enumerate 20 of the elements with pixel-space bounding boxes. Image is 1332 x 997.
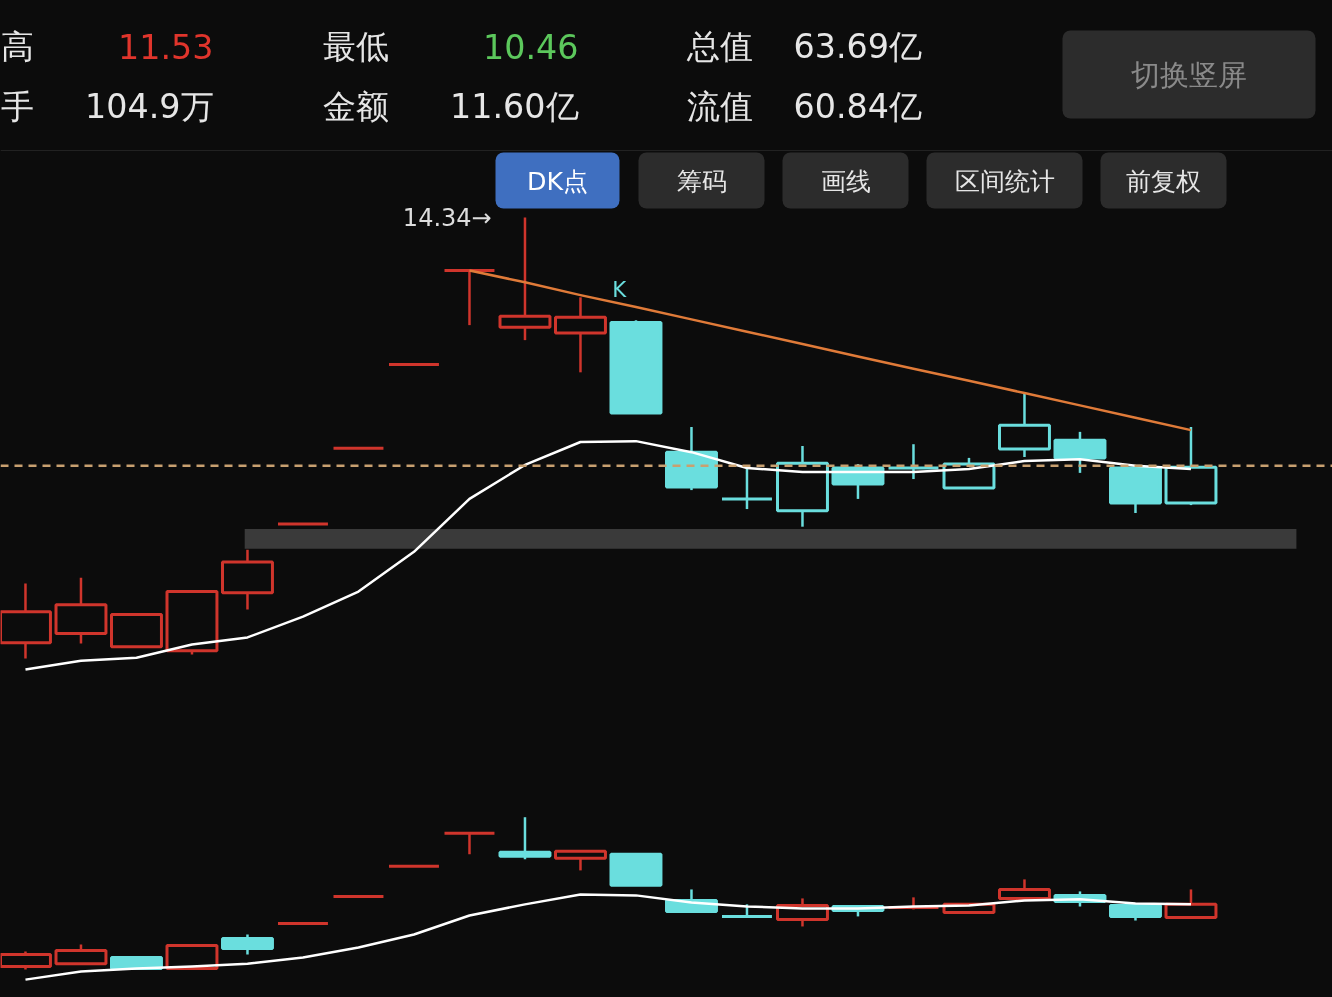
text: 总值 <box>685 27 753 66</box>
text: 筹码 <box>676 165 727 196</box>
text: 11.53 <box>118 28 214 67</box>
text: 切换竖屏 <box>1131 57 1247 92</box>
text: 区间统计 <box>954 165 1055 196</box>
text: 高 <box>0 27 34 66</box>
text: 10.46 <box>483 28 579 67</box>
text: 104.9万 <box>85 87 214 126</box>
text: 画线 <box>820 165 871 196</box>
text: 63.69亿 <box>793 27 922 66</box>
text: 前复权 <box>1126 165 1201 196</box>
text: 60.84亿 <box>793 87 922 126</box>
annotation: 14.34→ <box>402 203 492 232</box>
text: 11.60亿 <box>450 87 579 126</box>
text: 流值 <box>686 87 753 126</box>
text: 金额 <box>322 87 389 126</box>
text: 手 <box>0 87 34 126</box>
text: DK点 <box>526 165 589 196</box>
annotation: K <box>612 277 628 303</box>
text: 最低 <box>322 27 389 66</box>
